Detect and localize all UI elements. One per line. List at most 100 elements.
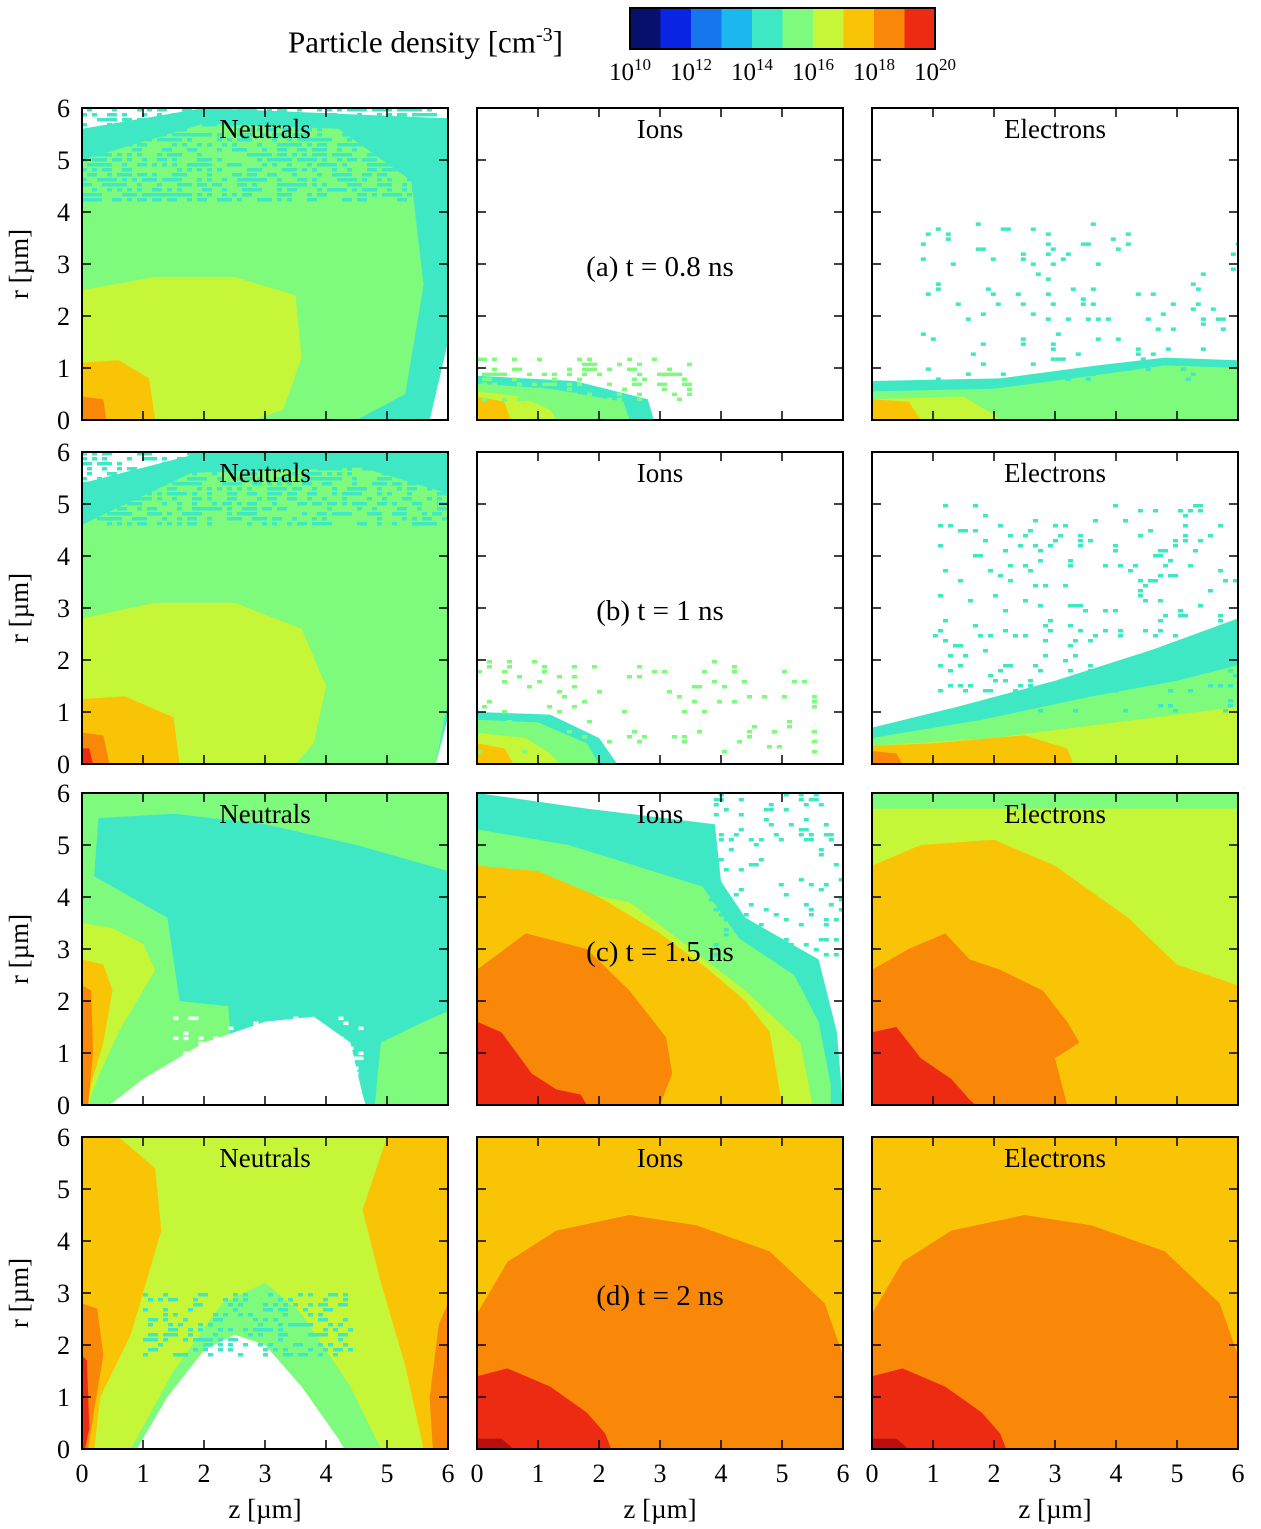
density-speckle [137,183,142,187]
density-speckle [1023,634,1028,638]
density-speckle [212,467,217,471]
density-speckle [273,1318,278,1322]
density-contour [477,1368,612,1449]
density-speckle [253,1318,258,1322]
density-speckle [127,193,132,197]
density-speckle [998,669,1003,673]
density-speckle [172,173,177,177]
density-speckle [132,502,137,506]
density-speckle [267,487,272,491]
density-speckle [152,188,157,192]
density-speckle [367,138,372,142]
density-speckle [637,392,642,397]
density-speckle [342,492,347,496]
density-speckle [147,492,152,496]
density-speckle [197,178,202,182]
density-speckle [257,143,262,147]
density-speckle [177,457,182,461]
density-speckle [1188,509,1193,513]
density-speckle [317,477,322,481]
density-speckle [803,818,809,822]
density-speckle [227,108,232,112]
panel-title: Electrons [1004,458,1106,488]
density-speckle [332,512,337,516]
density-speckle [1093,519,1098,523]
density-speckle [187,168,192,172]
density-speckle [763,818,769,822]
density-speckle [812,695,817,699]
density-speckle [262,133,267,137]
density-speckle [302,148,307,152]
density-speckle [427,198,432,202]
density-speckle [338,1323,343,1327]
density-speckle [188,1333,193,1337]
density-speckle [382,108,387,112]
density-speckle [337,173,342,177]
density-speckle [407,178,412,182]
density-speckle [357,143,362,147]
density-speckle [308,1031,314,1036]
density-speckle [337,148,342,152]
density-speckle [512,357,517,362]
density-speckle [193,1338,198,1342]
density-speckle [252,113,257,117]
density-speckle [642,735,647,739]
density-speckle [327,477,332,481]
density-speckle [242,507,247,511]
density-speckle [502,680,507,684]
density-speckle [722,685,727,689]
density-speckle [217,198,222,202]
density-speckle [152,198,157,202]
density-speckle [92,168,97,172]
density-speckle [277,507,282,511]
density-speckle [948,684,953,688]
density-speckle [197,507,202,511]
density-speckle [732,665,737,669]
density-speckle [312,168,317,172]
density-speckle [188,1308,193,1312]
density-speckle [1138,534,1143,538]
density-speckle [207,517,212,521]
density-speckle [217,507,222,511]
colorbar-swatch [660,8,692,49]
density-speckle [482,705,487,709]
density-speckle [412,462,417,466]
density-speckle [127,487,132,491]
density-speckle [1013,634,1018,638]
density-speckle [993,594,998,598]
density-speckle [1163,564,1168,568]
density-speckle [92,457,97,461]
density-speckle [203,1293,208,1297]
density-speckle [277,143,282,147]
density-speckle [938,629,943,633]
density-speckle [283,1308,288,1312]
density-speckle [382,163,387,167]
density-speckle [1115,337,1121,341]
density-speckle [258,1323,263,1327]
density-speckle [567,730,572,734]
density-speckle [147,507,152,511]
density-speckle [92,133,97,137]
density-speckle [217,467,222,471]
density-speckle [597,372,602,377]
density-speckle [132,467,137,471]
density-speckle [387,108,392,112]
density-speckle [968,599,973,603]
density-speckle [208,1323,213,1327]
density-speckle [990,292,996,296]
density-speckle [1210,307,1216,311]
density-speckle [432,143,437,147]
density-speckle [182,108,187,112]
density-speckle [732,670,737,674]
density-speckle [207,522,212,526]
density-speckle [980,247,986,251]
density-speckle [948,654,953,658]
density-speckle [257,477,262,481]
density-speckle [227,118,232,122]
density-speckle [127,173,132,177]
density-speckle [352,183,357,187]
density-speckle [823,953,829,957]
density-speckle [272,492,277,496]
density-speckle [102,183,107,187]
